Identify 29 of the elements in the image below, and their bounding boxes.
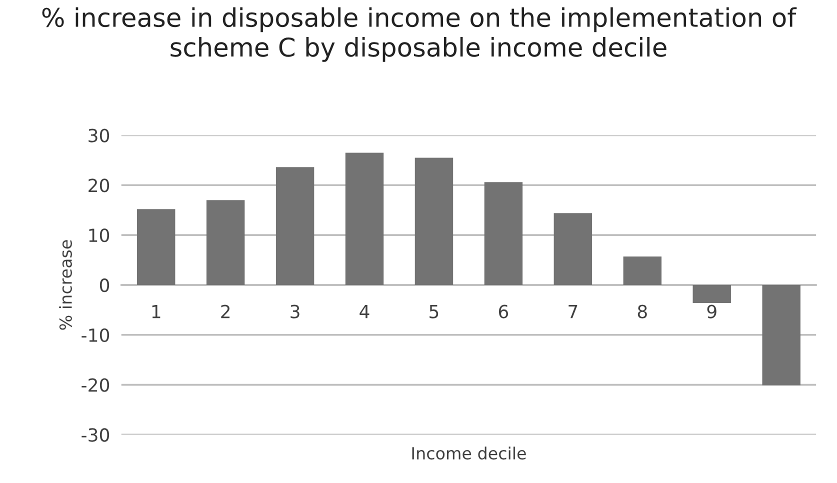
x-tick-label: 6: [498, 304, 508, 318]
y-tick-label: 10: [89, 228, 110, 242]
x-tick-label: 5: [430, 304, 438, 318]
y-tick-label: -10: [82, 328, 110, 342]
y-tick-label: -30: [82, 428, 110, 442]
bar: [623, 256, 662, 285]
y-tick-label: 20: [88, 178, 110, 192]
bar: [692, 284, 731, 303]
bar: [206, 200, 245, 285]
x-tick-label: 1: [152, 304, 160, 318]
x-tick-label: 3: [290, 304, 300, 318]
bar: [762, 284, 800, 386]
chart-title: % increase in disposable income on the implementation of scheme C by disposable income decile: [42, 7, 797, 62]
x-tick-label: 9: [707, 304, 716, 318]
bar: [345, 152, 384, 285]
bar: [484, 182, 523, 285]
y-tick-label: 0: [100, 278, 110, 292]
bar: [554, 213, 592, 285]
y-tick-label: 30: [88, 128, 110, 142]
x-axis-title: Income decile: [412, 446, 526, 460]
x-tick-label: 4: [360, 304, 370, 318]
x-tick-label: 8: [638, 304, 647, 318]
x-tick-label: 7: [568, 304, 578, 318]
y-tick-label: -20: [82, 378, 110, 392]
y-axis-title: % increase: [59, 240, 72, 330]
bar: [276, 167, 314, 285]
bar: [136, 209, 176, 285]
bar: [414, 158, 454, 285]
x-tick-label: 2: [221, 304, 230, 318]
